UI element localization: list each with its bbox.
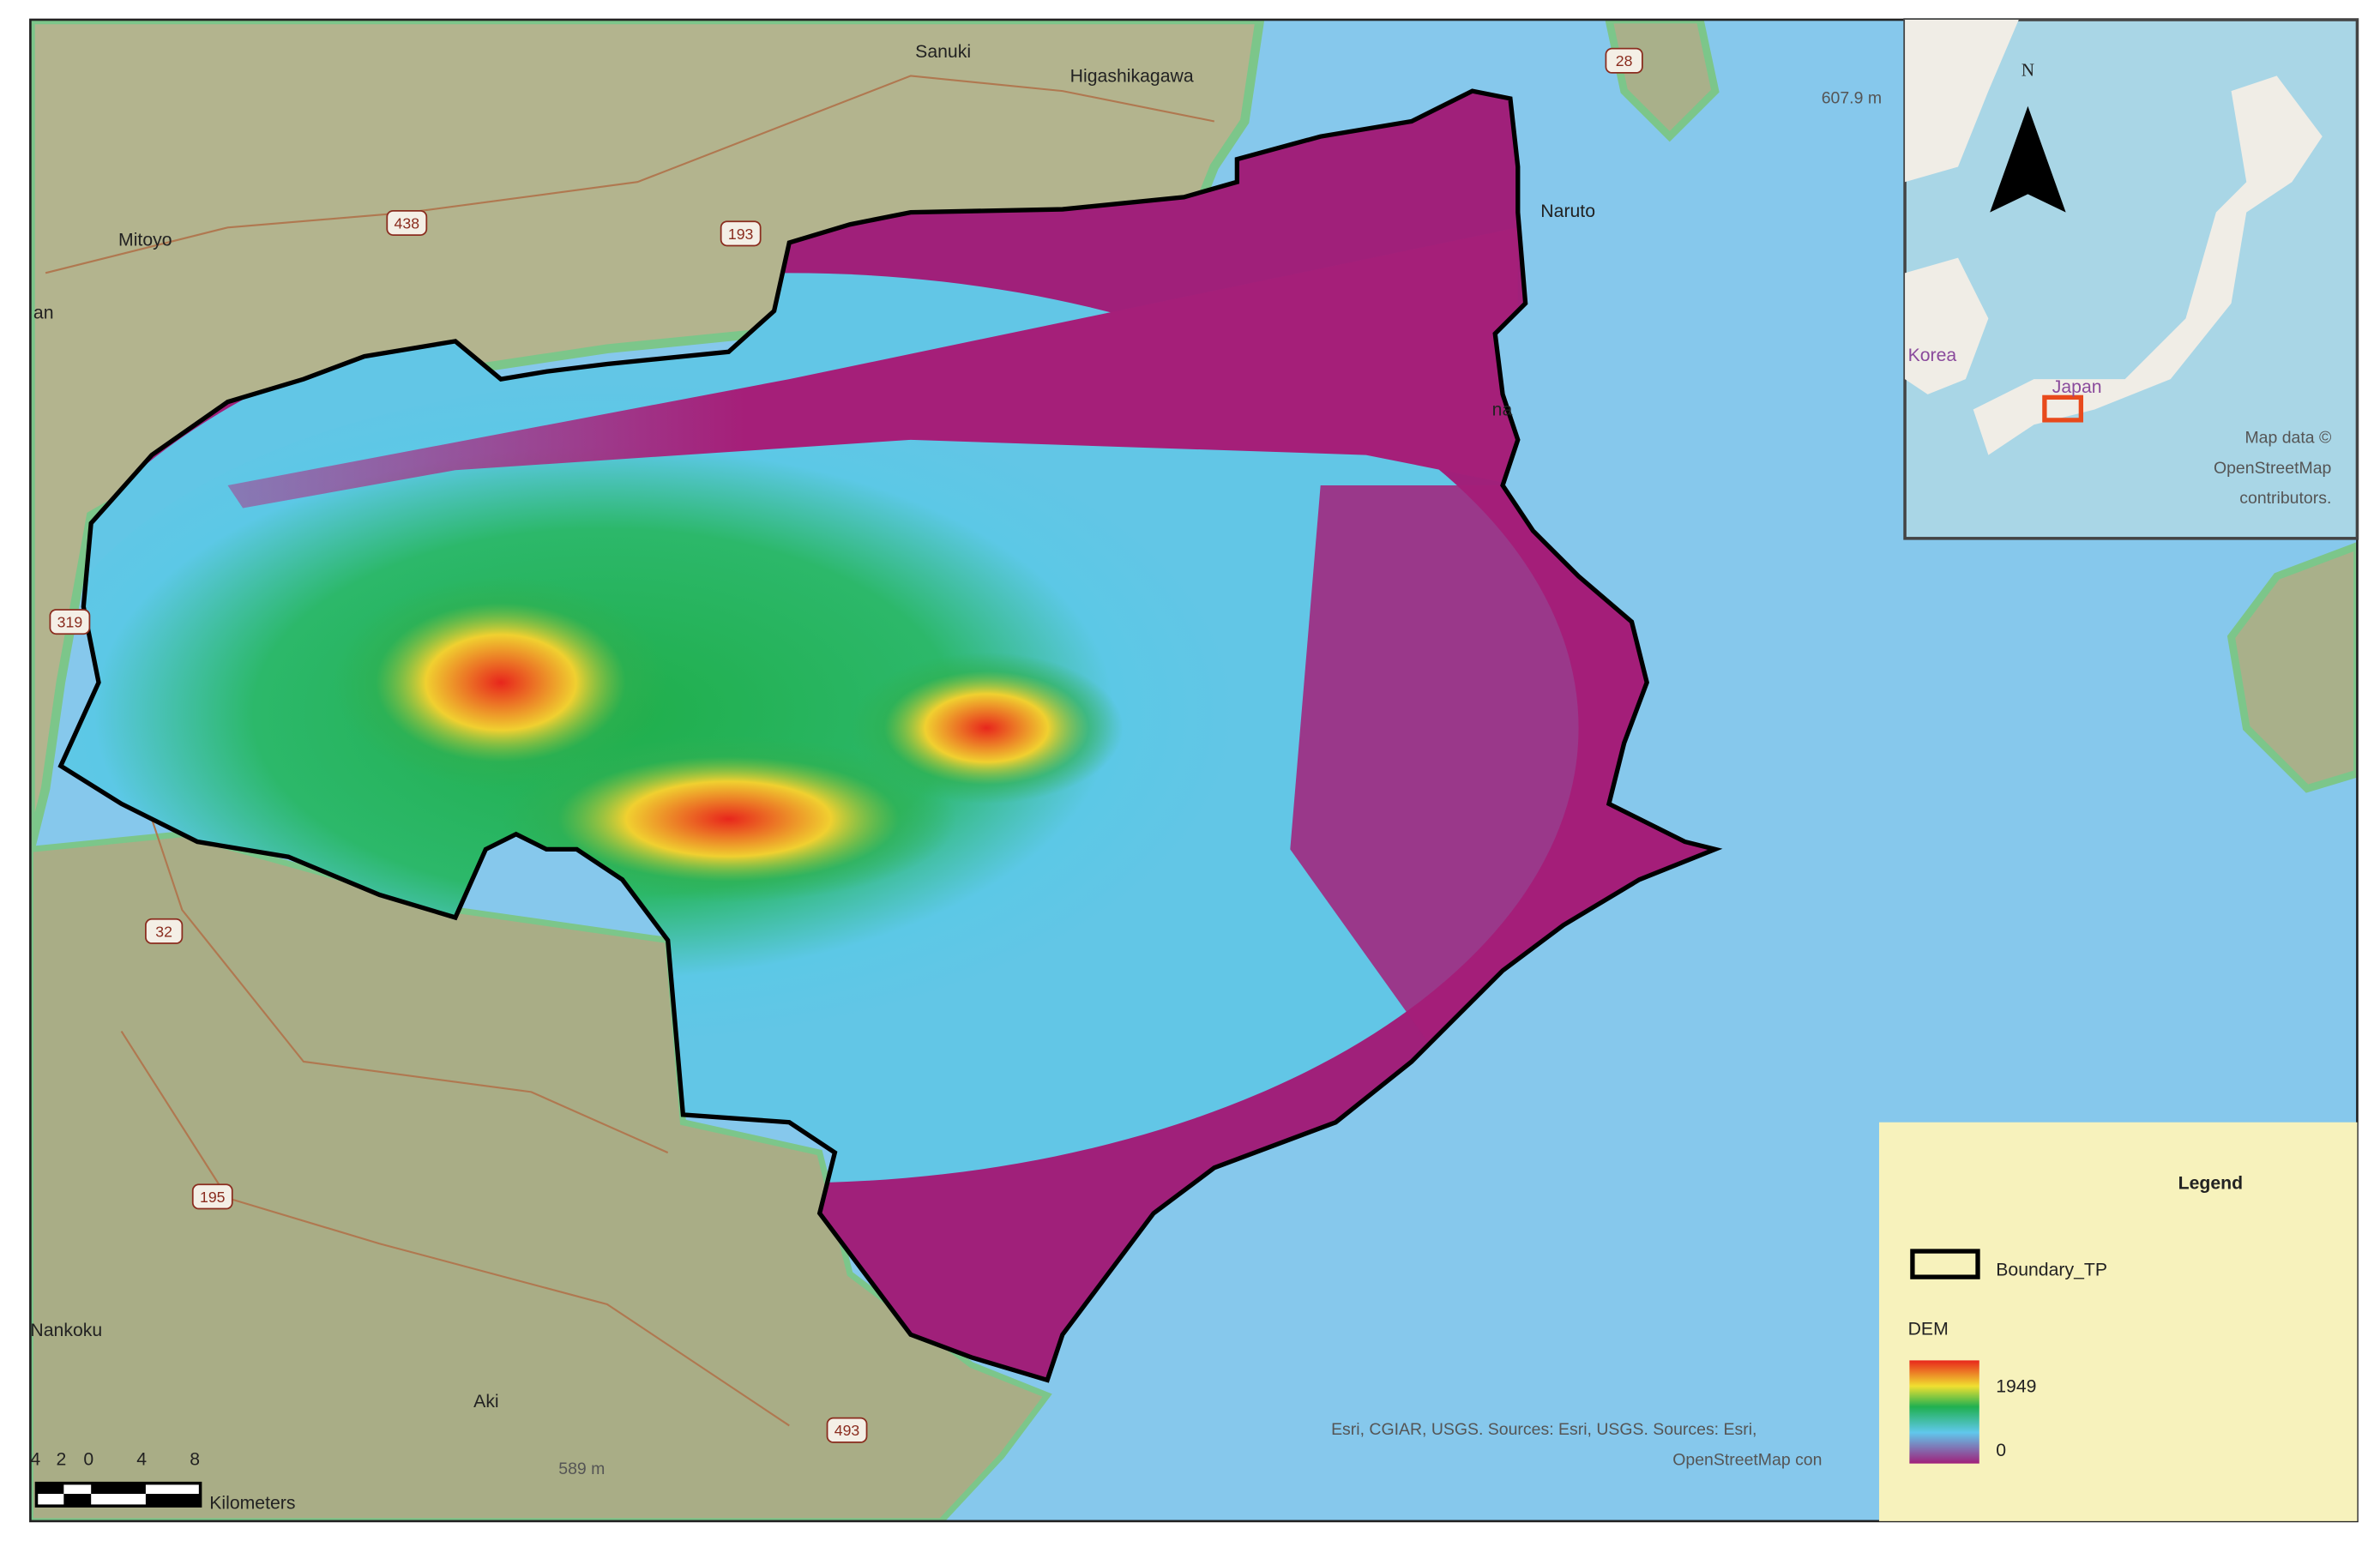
scale-tick: 8 [190, 1449, 200, 1469]
road-number: 193 [728, 226, 754, 243]
road-number: 32 [155, 923, 172, 940]
place-label: Nankoku [30, 1321, 102, 1340]
inset-credit: OpenStreetMap [2214, 459, 2331, 478]
place-label: an [33, 303, 54, 322]
scale-bar: 4 2 0 4 8 Kilometers [30, 1449, 295, 1513]
north-arrow-label: N [2021, 59, 2034, 80]
map-frame [29, 18, 2359, 1523]
inset-label: Japan [2052, 377, 2102, 397]
scale-tick: 2 [56, 1449, 66, 1469]
attribution-line: Esri, CGIAR, USGS. Sources: Esri, USGS. … [1331, 1420, 1756, 1439]
inset-credit: Map data © [2244, 428, 2332, 447]
place-label: Naruto [1540, 202, 1595, 221]
peak-labels: 607.9 m 589 m [558, 88, 1882, 1478]
road-number: 195 [200, 1189, 226, 1206]
place-label: Higashikagawa [1070, 67, 1194, 87]
place-labels: Sanuki Higashikagawa Mitoyo an Naruto na… [30, 42, 1595, 1412]
scale-tick: 4 [136, 1449, 147, 1469]
attribution: Esri, CGIAR, USGS. Sources: Esri, USGS. … [1331, 1420, 1822, 1469]
legend: Legend Boundary_TP DEM 1949 0 [1878, 1122, 2358, 1521]
legend-item: Boundary_TP [1996, 1260, 2107, 1279]
peak-label: 589 m [558, 1460, 605, 1478]
land-east [2226, 541, 2358, 793]
inset-label: Korea [1908, 346, 1957, 365]
legend-item: DEM [1908, 1319, 1949, 1339]
road-number: 28 [1616, 52, 1633, 69]
inset-credit: contributors. [2239, 489, 2331, 508]
peak-label: 607.9 m [1822, 88, 1882, 107]
legend-max: 1949 [1996, 1377, 2036, 1397]
legend-title: Legend [2178, 1174, 2243, 1194]
road-shields: 28 438 193 319 32 195 493 [49, 47, 1643, 1443]
inset-map: N Korea Japan Map data © OpenStreetMap c… [1903, 18, 2359, 540]
place-label: Aki [473, 1392, 498, 1412]
place-label: Sanuki [915, 42, 971, 62]
scale-tick: 4 [30, 1449, 40, 1469]
attribution-line: OpenStreetMap con [1672, 1450, 1822, 1469]
scale-unit: Kilometers [209, 1494, 295, 1514]
road-number: 493 [835, 1422, 860, 1439]
place-label: na [1492, 400, 1513, 420]
scale-tick: 0 [83, 1449, 93, 1469]
place-label: Mitoyo [118, 231, 172, 250]
road-number: 319 [57, 614, 83, 631]
road-number: 438 [395, 214, 420, 232]
legend-min: 0 [1996, 1441, 2006, 1460]
